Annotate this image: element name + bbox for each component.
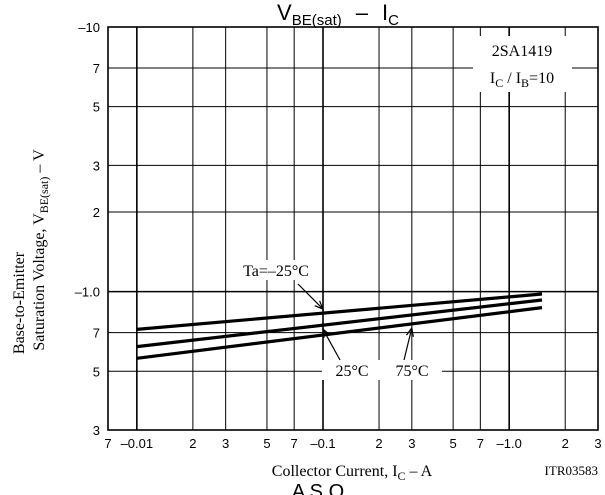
y-axis-label-line2: Saturation Voltage, VBE(sat) – V bbox=[31, 149, 51, 351]
y-tick-label: 5 bbox=[93, 364, 100, 379]
annotation-box bbox=[473, 36, 572, 92]
label-75c: 75°C bbox=[395, 363, 428, 380]
x-tick-label: 3 bbox=[408, 436, 415, 451]
x-tick-label: –0.01 bbox=[121, 436, 154, 451]
x-tick-label: 3 bbox=[594, 436, 601, 451]
footer-title: A S O bbox=[292, 481, 344, 495]
y-tick-label: 3 bbox=[93, 423, 100, 438]
y-tick-label: 7 bbox=[93, 326, 100, 341]
x-tick-label: 5 bbox=[450, 436, 457, 451]
label-25c: 25°C bbox=[335, 363, 368, 380]
x-tick-label: 2 bbox=[189, 436, 196, 451]
x-axis-label: Collector Current, IC – A bbox=[272, 463, 433, 483]
series-line-1 bbox=[136, 292, 543, 331]
x-tick-label: 7 bbox=[291, 436, 298, 451]
callout-arrowhead bbox=[322, 327, 331, 339]
callout-bg bbox=[322, 360, 382, 380]
y-tick-label: 2 bbox=[93, 205, 100, 220]
y-axis-label-line1: Base-to-Emitter bbox=[11, 251, 28, 354]
y-tick-label: –10 bbox=[78, 20, 100, 35]
x-tick-label: –1.0 bbox=[497, 436, 522, 451]
x-tick-label: 7 bbox=[477, 436, 484, 451]
callout-bg bbox=[382, 360, 442, 380]
y-tick-label: 5 bbox=[93, 100, 100, 115]
figure-code: ITR03583 bbox=[545, 463, 598, 478]
curve-callouts: Ta=–25°C 25°C 75°C bbox=[243, 260, 442, 380]
x-tick-label: 3 bbox=[222, 436, 229, 451]
chart-title: VBE(sat) – IC bbox=[277, 0, 399, 29]
y-tick-label: –1.0 bbox=[75, 285, 100, 300]
x-tick-label: –0.1 bbox=[310, 436, 335, 451]
plot-frame bbox=[107, 26, 599, 431]
x-tick-label: 5 bbox=[263, 436, 270, 451]
y-tick-label: 7 bbox=[93, 61, 100, 76]
series-line-3 bbox=[136, 306, 543, 360]
part-number-label: 2SA1419 bbox=[492, 43, 552, 60]
callout-leader bbox=[297, 283, 324, 310]
callout-bg bbox=[246, 260, 306, 280]
ic-ib-ratio-label: IC / IB=10 bbox=[490, 70, 554, 90]
callout-leader bbox=[322, 328, 341, 361]
x-tick-label: 2 bbox=[375, 436, 382, 451]
y-tick-label: 3 bbox=[93, 158, 100, 173]
x-tick-label: 7 bbox=[104, 436, 111, 451]
callout-arrowhead bbox=[314, 300, 325, 311]
x-tick-labels: 7 –0.01 2 3 5 7 –0.1 2 3 5 7 –1.0 2 3 bbox=[104, 436, 601, 451]
label-ta-minus25: Ta=–25°C bbox=[243, 263, 309, 280]
callout-arrowhead bbox=[406, 326, 414, 337]
callout-leader bbox=[403, 327, 413, 361]
y-tick-labels: 3 5 7 –1.0 2 3 5 7 –10 bbox=[75, 20, 100, 438]
x-tick-label: 2 bbox=[562, 436, 569, 451]
series-line-2 bbox=[136, 298, 543, 349]
data-curves bbox=[136, 292, 543, 360]
